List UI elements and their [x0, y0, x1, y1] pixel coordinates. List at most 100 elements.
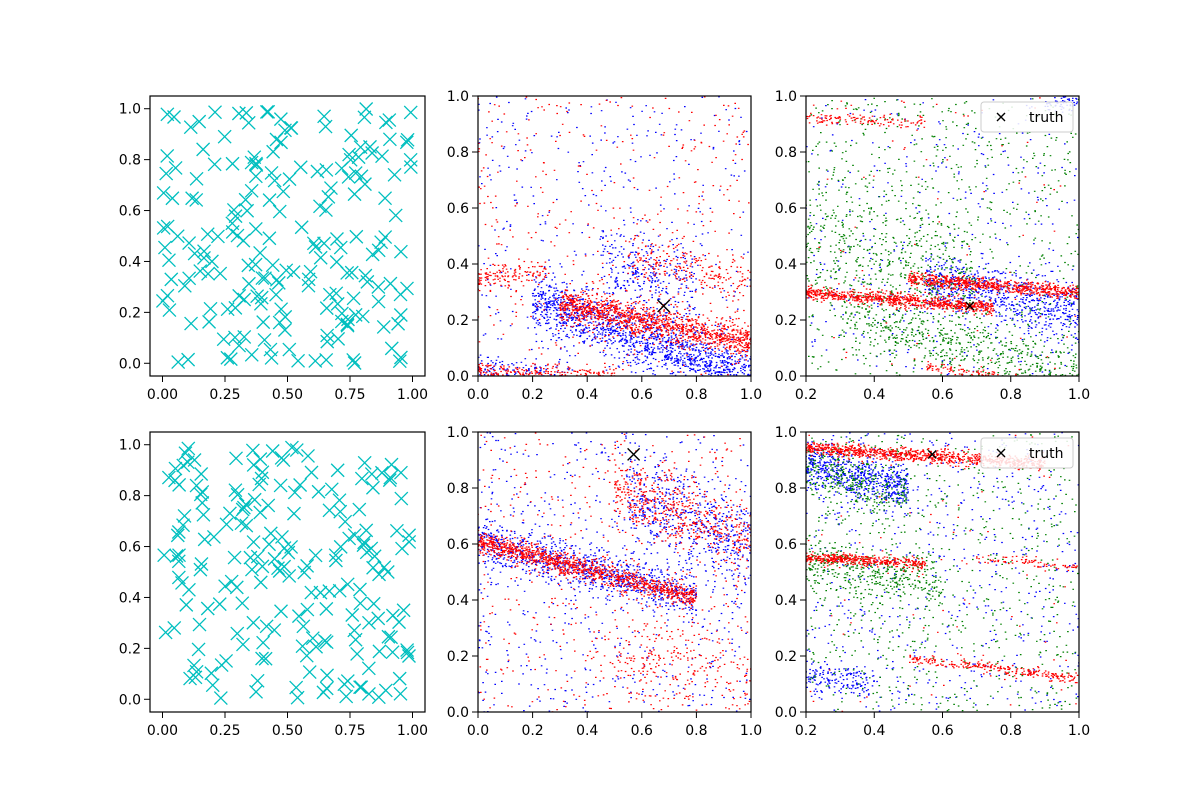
sample-point [191, 642, 206, 657]
sample-point [400, 645, 415, 660]
sample-point [269, 287, 284, 302]
sample-point [261, 498, 276, 513]
sample-point [262, 193, 277, 208]
sample-point [392, 671, 407, 686]
sample-point [277, 323, 292, 337]
sample-point [346, 291, 361, 306]
sample-point [359, 102, 374, 116]
y-tick-label: 0.2 [447, 649, 469, 665]
sample-point [181, 582, 196, 597]
y-tick-label: 0.6 [447, 201, 469, 217]
sample-point [225, 216, 240, 231]
sample-point [357, 177, 372, 192]
sample-point [372, 644, 387, 659]
sample-point [167, 621, 182, 635]
sample-point [330, 232, 344, 246]
sample-point [265, 444, 280, 458]
sample-point [384, 457, 399, 472]
x-tick-label: 1.0 [1068, 387, 1090, 403]
sample-point [265, 258, 280, 273]
sample-point [400, 281, 414, 296]
x-tick-label: 0.4 [863, 387, 885, 403]
sample-point [170, 528, 185, 543]
sample-point [253, 505, 268, 520]
sample-point [230, 626, 245, 641]
sample-point [159, 166, 174, 181]
sample-point [189, 192, 204, 207]
sample-point [282, 342, 297, 357]
sample-point [317, 236, 332, 251]
sample-point [308, 548, 323, 563]
sample-point [364, 541, 379, 556]
sample-point [347, 623, 362, 638]
sample-point [234, 516, 249, 531]
sample-point [196, 507, 211, 522]
sample-point [220, 350, 235, 365]
sample-point [357, 110, 372, 125]
sample-point [235, 596, 250, 611]
sample-point [228, 483, 243, 498]
sample-point [182, 271, 197, 286]
sample-point [357, 455, 372, 470]
sample-point [332, 583, 347, 598]
sample-point [353, 680, 367, 695]
sample-point [157, 548, 172, 563]
sample-point [259, 619, 274, 634]
sample-point [262, 231, 277, 246]
sample-point [342, 147, 357, 162]
sample-point [395, 541, 409, 556]
y-tick-label: 0.0 [119, 356, 141, 372]
sample-point [253, 245, 268, 260]
sample-point [284, 440, 299, 455]
sample-point [375, 149, 390, 164]
x-tick-label: 0.4 [576, 723, 598, 739]
sample-point [185, 191, 200, 206]
sample-point [277, 541, 292, 555]
sample-point [162, 303, 177, 318]
sample-point [282, 172, 297, 187]
sample-point [319, 301, 334, 316]
sample-point [385, 608, 400, 623]
sample-point [238, 192, 253, 207]
sample-point [189, 664, 204, 679]
sample-point [313, 585, 328, 600]
legend: truth [980, 101, 1074, 133]
sample-point [236, 233, 251, 248]
series-points [478, 96, 751, 376]
sample-point [302, 665, 317, 679]
sample-point [349, 229, 364, 244]
y-tick-label: 0.6 [119, 540, 141, 556]
sample-point [291, 609, 306, 624]
sample-point [205, 678, 220, 693]
y-tick-label: 0.4 [775, 257, 797, 273]
sample-point [371, 243, 386, 258]
x-tick-label: 0.2 [521, 387, 543, 403]
sample-point [305, 631, 320, 646]
x-tick-label: 0.50 [272, 387, 303, 403]
sample-point [264, 350, 279, 365]
sample-point [347, 356, 362, 370]
sample-point [393, 244, 408, 259]
x-tick-label: 1.00 [397, 723, 428, 739]
sample-point [382, 132, 397, 147]
y-tick-label: 0.0 [119, 692, 141, 708]
x-tick-label: 0.4 [863, 723, 885, 739]
truth-marker [965, 301, 975, 311]
x-tick-label: 0.0 [467, 723, 489, 739]
x-tick-label: 0.2 [795, 387, 817, 403]
scatter-dots [806, 96, 1079, 376]
sample-point [378, 191, 393, 206]
x-tick-label: 1.00 [397, 387, 428, 403]
x-tick-label: 0.2 [795, 723, 817, 739]
sample-point [304, 465, 319, 480]
y-tick-label: 0.4 [119, 590, 141, 606]
sample-point [399, 135, 414, 150]
x-tick-label: 1.0 [740, 723, 762, 739]
sample-point [184, 316, 199, 331]
sample-point [330, 463, 345, 478]
sample-point [301, 278, 316, 293]
sample-point [158, 625, 173, 640]
x-tick-label: 0.6 [931, 723, 953, 739]
sample-point [207, 157, 222, 172]
